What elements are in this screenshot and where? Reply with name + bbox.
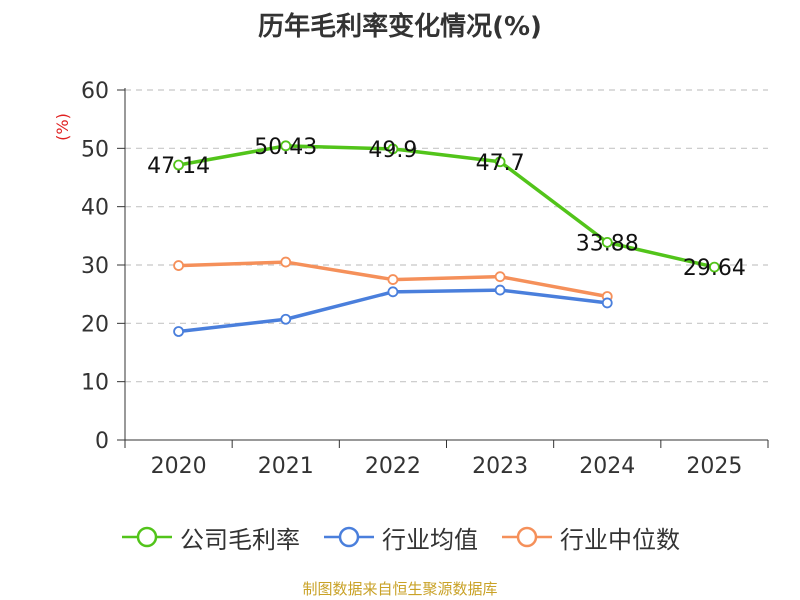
data-point: [387, 286, 399, 298]
legend-item[interactable]: 行业中位数: [500, 520, 680, 555]
source-note: 制图数据来自恒生聚源数据库: [302, 580, 498, 598]
data-label: 50.43: [254, 135, 317, 160]
y-tick-label: 50: [81, 137, 109, 162]
legend-item[interactable]: 行业均值: [322, 520, 478, 555]
data-point: [709, 261, 720, 273]
legend-label: 行业中位数: [560, 525, 680, 554]
y-tick-label: 10: [81, 371, 109, 396]
data-label: 47.14: [147, 154, 210, 179]
data-point: [280, 256, 292, 268]
y-tick-label: 0: [95, 429, 109, 454]
data-labels: 47.14 50.43 49.9 47.7 33.88 29.64: [147, 135, 746, 281]
data-point: [173, 326, 184, 337]
data-label: 29.64: [683, 256, 746, 281]
grid-lines: [125, 89, 768, 383]
series-line-0: [178, 144, 715, 269]
legend-label: 公司毛利率: [180, 525, 300, 554]
legend: 公司毛利率 行业均值 行业中位数: [0, 520, 800, 554]
data-point: [494, 156, 506, 168]
series-lines: [173, 140, 720, 337]
x-tick-label: 2022: [365, 454, 421, 479]
y-tick-label: 40: [81, 196, 109, 221]
y-tick-label: 20: [81, 312, 109, 337]
legend-line-circle-icon: [122, 526, 172, 548]
legend-line-circle-icon: [502, 526, 552, 548]
legend-label: 行业均值: [382, 525, 478, 554]
data-label: 49.9: [368, 138, 417, 163]
axes: 0 10 20 30 40 50 60 2020 2021 2022 2023 2024 2025 (%): [53, 79, 769, 479]
data-label: 33.88: [576, 231, 639, 256]
legend-item[interactable]: 公司毛利率: [120, 520, 300, 555]
data-point: [280, 313, 292, 325]
x-tick-label: 2021: [258, 454, 314, 479]
data-label: 47.7: [476, 151, 525, 176]
legend-line-circle-icon: [324, 526, 374, 548]
y-axis-label: (%): [53, 113, 72, 141]
data-point: [173, 260, 184, 271]
data-point: [494, 284, 506, 296]
data-point: [280, 140, 292, 152]
data-point: [494, 271, 506, 283]
y-tick-label: 60: [81, 79, 109, 104]
data-point: [387, 274, 399, 285]
data-point: [387, 143, 399, 155]
data-point: [173, 159, 184, 171]
data-point: [601, 297, 613, 309]
x-tick-label: 2023: [472, 454, 528, 479]
data-point: [601, 236, 613, 248]
chart-title: 历年毛利率变化情况(%): [258, 12, 542, 42]
x-tick-label: 2025: [686, 454, 742, 479]
y-tick-label: 30: [81, 254, 109, 279]
x-tick-label: 2024: [579, 454, 635, 479]
x-tick-label: 2020: [151, 454, 207, 479]
